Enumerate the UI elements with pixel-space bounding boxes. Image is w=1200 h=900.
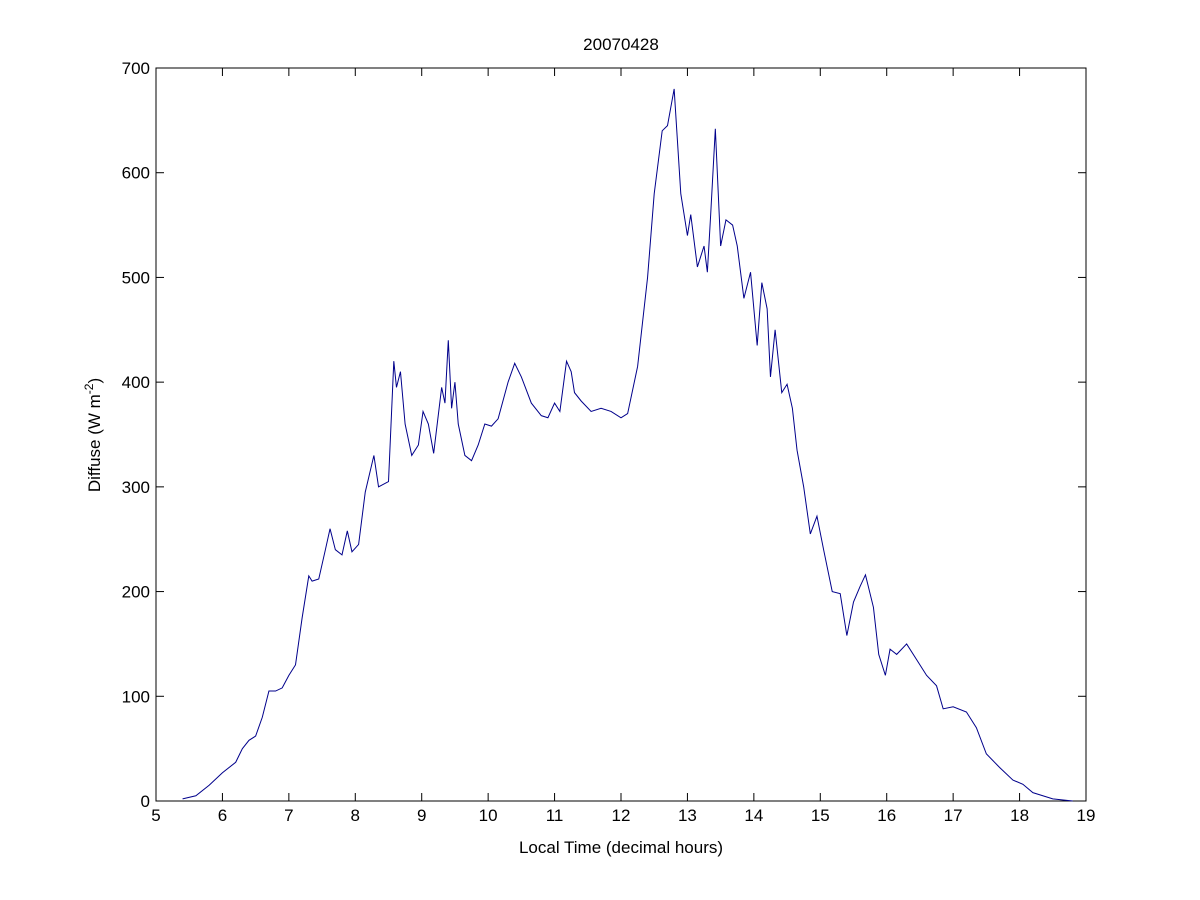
- x-tick-label: 10: [479, 806, 498, 825]
- y-label-sup: -2: [82, 383, 96, 394]
- data-line: [182, 88, 1073, 802]
- x-tick-label: 9: [417, 806, 426, 825]
- x-axis-label: Local Time (decimal hours): [519, 838, 723, 857]
- x-tick-label: 6: [218, 806, 227, 825]
- y-tick-label: 0: [141, 792, 150, 811]
- plot-area: [155, 67, 1087, 802]
- y-tick-label: 700: [122, 59, 150, 78]
- x-tick-label: 12: [612, 806, 631, 825]
- y-axis-label: Diffuse (W m-2): [82, 378, 104, 492]
- y-tick-label: 500: [122, 268, 150, 287]
- x-tick-label: 13: [678, 806, 697, 825]
- y-tick-label: 300: [122, 478, 150, 497]
- x-tick-label: 19: [1077, 806, 1096, 825]
- x-tick-label: 18: [1010, 806, 1029, 825]
- x-tick-label: 17: [944, 806, 963, 825]
- y-label-end: ): [85, 378, 104, 384]
- x-tick-label: 7: [284, 806, 293, 825]
- x-tick-label: 5: [151, 806, 160, 825]
- x-tick-label: 15: [811, 806, 830, 825]
- x-tick-label: 14: [744, 806, 763, 825]
- y-tick-label: 200: [122, 583, 150, 602]
- y-tick-label: 100: [122, 687, 150, 706]
- y-tick-label: 600: [122, 164, 150, 183]
- x-tick-label: 8: [351, 806, 360, 825]
- x-tick-label: 11: [546, 806, 564, 825]
- chart-title: 20070428: [583, 35, 659, 54]
- y-tick-label: 400: [122, 373, 150, 392]
- x-tick-label: 16: [877, 806, 896, 825]
- y-label-text: Diffuse (W m: [85, 394, 104, 492]
